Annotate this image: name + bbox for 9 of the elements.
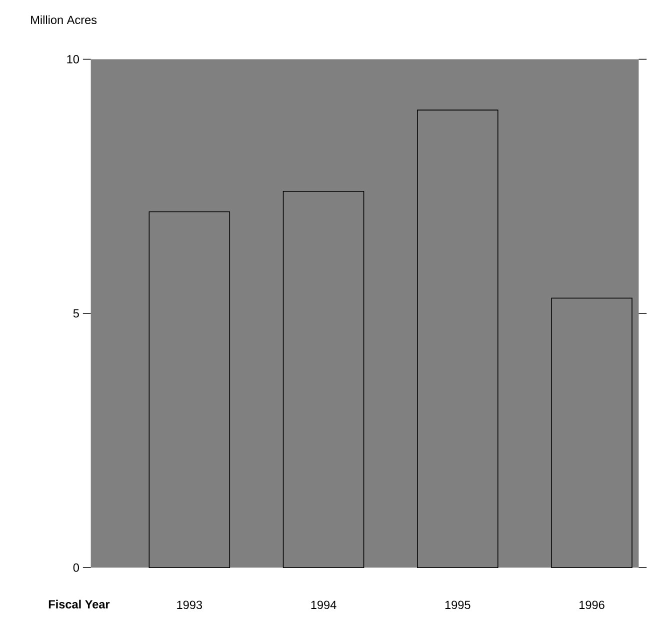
x-axis-title: Fiscal Year [48, 600, 110, 608]
x-tick-label: 1994 [311, 600, 336, 610]
y-tick-label: 5 [73, 309, 79, 318]
x-tick-label: 1993 [177, 600, 202, 610]
x-tick-label: 1996 [580, 600, 604, 610]
x-tick-label: 1995 [445, 600, 470, 610]
y-tick-label: 10 [67, 55, 79, 64]
y-tick-label: 0 [73, 563, 79, 572]
y-axis-title: Million Acres [31, 15, 97, 24]
